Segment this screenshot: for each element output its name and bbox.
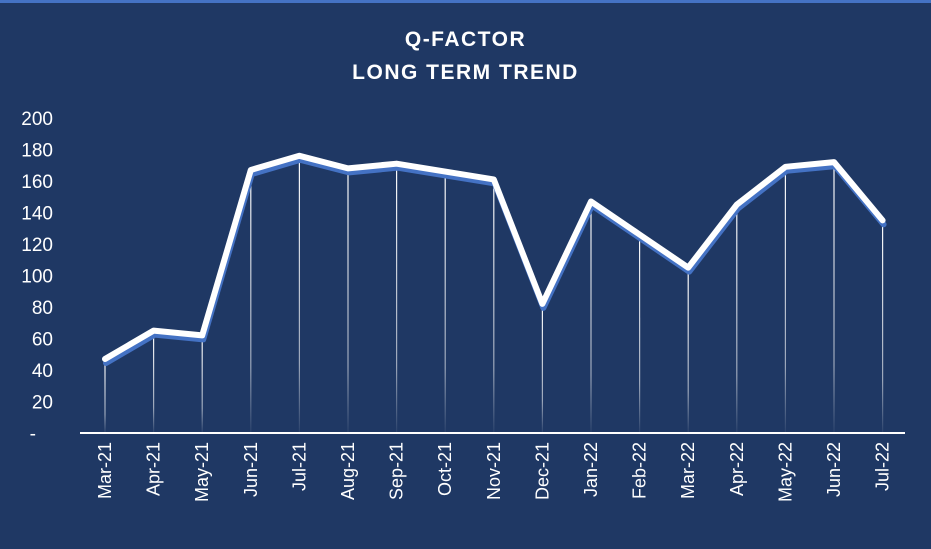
x-tick-label: Jun-21 xyxy=(241,442,261,497)
y-tick-label: 160 xyxy=(21,172,53,193)
x-tick-label: Apr-22 xyxy=(727,442,747,496)
y-tick-label: 60 xyxy=(32,330,53,351)
chart-title: Q-FACTOR xyxy=(404,28,527,51)
x-tick-label: Nov-21 xyxy=(484,442,504,500)
x-tick-label: Apr-21 xyxy=(144,442,164,496)
x-tick-label: Oct-21 xyxy=(435,442,455,496)
x-tick-label: Dec-21 xyxy=(532,442,552,500)
y-tick-label: 200 xyxy=(21,109,53,130)
x-tick-label: Jul-21 xyxy=(289,442,309,491)
x-tick-label: Aug-21 xyxy=(338,442,358,500)
chart-subtitle: LONG TERM TREND xyxy=(352,61,579,84)
x-tick-label: Jan-22 xyxy=(581,442,601,497)
x-tick-label: Jun-22 xyxy=(824,442,844,497)
x-tick-label: Mar-21 xyxy=(95,442,115,499)
y-tick-label: 100 xyxy=(21,267,53,288)
y-tick-label: 140 xyxy=(21,204,53,225)
y-tick-label: 80 xyxy=(32,298,53,319)
y-tick-label: 120 xyxy=(21,235,53,256)
x-tick-label: Jul-22 xyxy=(873,442,893,491)
x-axis-labels: Mar-21 Apr-21 May-21 Jun-21 Jul-21 Aug-21 Sep-… xyxy=(95,442,893,502)
x-tick-label: Sep-21 xyxy=(387,442,407,500)
y-tick-label: - xyxy=(30,424,36,445)
y-tick-label: 20 xyxy=(32,393,53,414)
y-axis-labels: - 20 40 60 80 100 120 140 160 180 200 xyxy=(21,109,53,445)
drop-lines xyxy=(104,155,884,434)
x-tick-label: May-21 xyxy=(192,442,212,502)
top-border xyxy=(0,0,931,3)
x-tick-label: Feb-22 xyxy=(630,442,650,499)
y-tick-label: 40 xyxy=(32,361,53,382)
x-tick-label: May-22 xyxy=(775,442,795,502)
series-line xyxy=(102,152,886,362)
y-tick-label: 180 xyxy=(21,141,53,162)
x-tick-label: Mar-22 xyxy=(678,442,698,499)
